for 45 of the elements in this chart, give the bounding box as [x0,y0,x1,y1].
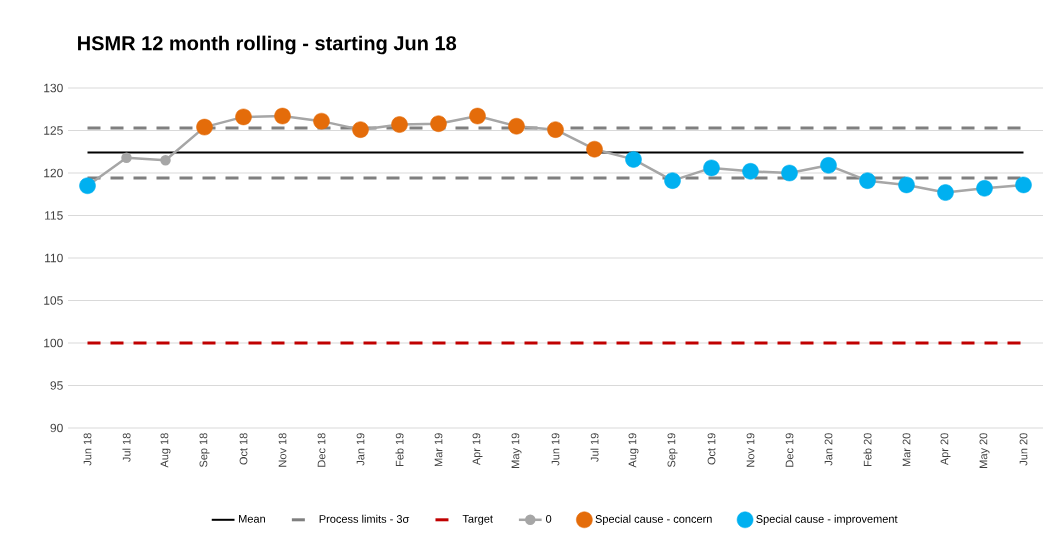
legend-label: Process limits - 3σ [319,514,410,523]
legend-label: Target [462,515,493,525]
legend-label: Mean [239,515,265,523]
y-tick-label: 105 [44,296,63,305]
x-tick-label: Jul 18 [122,433,131,462]
point [160,155,171,166]
legend-label: Special cause - improvement [756,514,898,526]
y-tick-label: 110 [45,253,63,263]
y-tick-label: 90 [50,423,63,433]
legend-label: Special cause - concern [595,514,712,526]
y-tick-label: 115 [45,211,63,220]
x-tick-label: May 20 [979,433,990,468]
x-tick-label: Oct 19 [707,433,716,465]
y-tick-label: 125 [44,126,63,135]
x-tick-label: Dec 18 [317,433,326,467]
x-tick-label: Apr 19 [472,433,483,466]
x-tick-label: Jun 19 [551,433,560,466]
x-tick-label: Mar 20 [902,433,911,467]
y-tick-label: 100 [44,338,63,348]
x-tick-label: Mar 19 [434,433,443,467]
x-tick-label: Aug 18 [160,433,171,468]
point [121,152,132,163]
x-tick-label: Jun 20 [1019,433,1028,466]
x-tick-label: Jul 19 [590,433,599,462]
x-tick-label: Apr 20 [940,433,951,466]
x-tick-label: Sep 19 [667,433,678,468]
y-tick-label: 95 [50,381,63,390]
x-tick-label: Sep 18 [199,433,210,468]
x-tick-label: Nov 19 [746,433,755,467]
legend-label: 0 [546,514,552,523]
x-tick-label: Oct 18 [239,433,248,465]
x-tick-label: Jun 18 [83,433,92,466]
x-tick-label: Jan 20 [824,433,833,466]
y-tick-label: 130 [44,83,63,93]
point [508,117,525,135]
x-tick-label: Feb 19 [395,433,404,467]
x-tick-label: May 19 [511,433,522,468]
x-tick-label: Jan 19 [356,433,365,466]
x-tick-label: Feb 20 [863,433,872,467]
x-tick-label: Aug 19 [628,433,639,468]
chart-title: HSMR 12 month rolling - starting Jun 18 [78,35,457,55]
point [79,177,96,195]
x-tick-label: Dec 19 [785,433,794,467]
y-tick-label: 120 [44,168,63,178]
x-tick-label: Nov 18 [278,433,287,467]
